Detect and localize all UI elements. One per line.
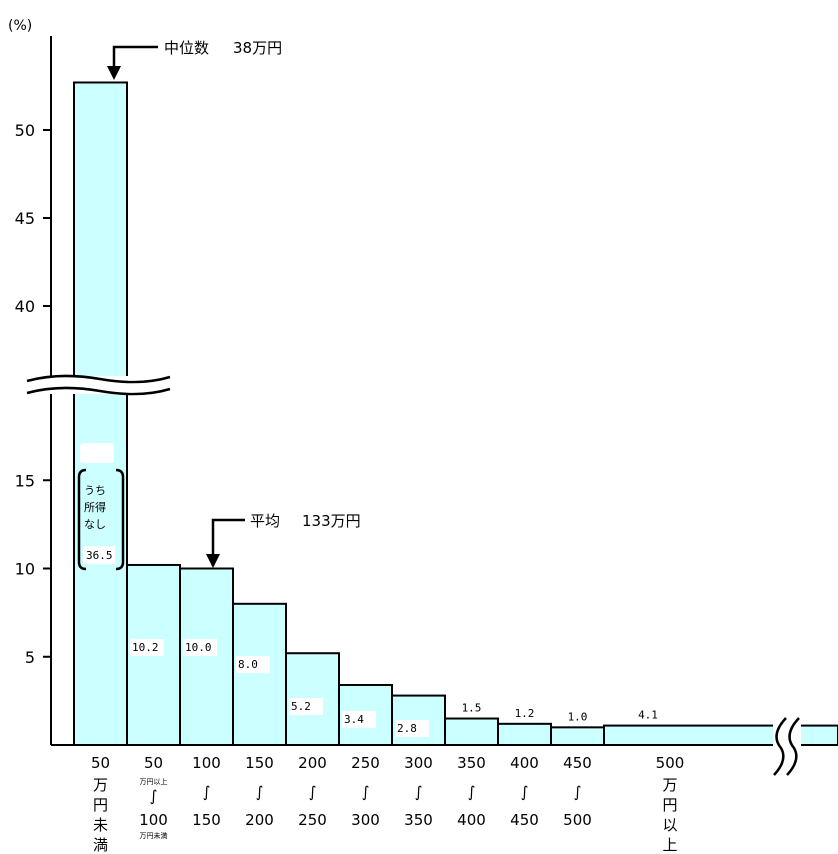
category-bottom: 150 (192, 811, 221, 829)
sub-note-line1: うち (84, 484, 106, 497)
category-label: 350 ∫ 400 (457, 754, 486, 829)
y-tick-label: 40 (15, 297, 35, 316)
y-tick-label: 5 (25, 648, 35, 667)
category-range-mark: ∫ (203, 783, 211, 801)
category-range-mark: ∫ (150, 787, 158, 805)
category-char: 円 (662, 796, 677, 814)
value-label-bg (289, 698, 323, 715)
value-label-bg (342, 711, 376, 728)
category-small-top: 万円以上 (140, 777, 168, 786)
category-range-mark: ∫ (521, 783, 529, 801)
category-bottom: 250 (298, 811, 327, 829)
category-char: 上 (662, 836, 677, 854)
sub-note-line3: なし (84, 518, 106, 531)
unit-label: (%) (8, 18, 32, 34)
category-label: 50 万円未満 (91, 754, 110, 854)
category-bottom: 400 (457, 811, 486, 829)
bar-value-label: 2.8 (397, 722, 417, 735)
category-char: 未 (93, 816, 108, 834)
bar (444, 717, 499, 747)
median-callout: 中位数 38万円 (107, 39, 282, 80)
y-tick-label: 15 (15, 471, 35, 490)
value-label-bg (236, 656, 270, 673)
bar-value-label: 3.4 (344, 713, 364, 726)
category-bottom: 350 (404, 811, 433, 829)
bar (179, 567, 234, 746)
category-label: 100 ∫ 150 (192, 754, 221, 829)
category-char: 円 (93, 796, 108, 814)
category-char: 万 (662, 776, 677, 794)
bar (497, 722, 552, 747)
bar-value-label: 1.2 (515, 707, 535, 720)
bar-value-label: 1.0 (568, 710, 588, 723)
category-range-mark: ∫ (574, 783, 582, 801)
mean-value: 133万円 (302, 512, 361, 530)
category-bottom: 450 (510, 811, 539, 829)
bar (550, 726, 605, 746)
bar-value-label: 10.2 (132, 641, 159, 654)
category-bottom: 300 (351, 811, 380, 829)
sub-note-line2: 所得 (84, 501, 106, 514)
category-labels: 50万円未満50万円以上∫100万円未満100∫150150∫200200∫25… (91, 754, 684, 854)
category-top: 250 (351, 754, 380, 772)
y-tick-label: 10 (15, 560, 35, 579)
category-top: 450 (563, 754, 592, 772)
y-axis-break (25, 374, 175, 396)
category-range-mark: ∫ (415, 783, 423, 801)
bar (73, 81, 128, 747)
category-label: 50 万円以上∫ 100 万円未満 (139, 754, 168, 840)
category-top: 50 (144, 754, 163, 772)
value-label-bg (395, 720, 429, 737)
bar (603, 724, 838, 747)
category-range-mark: ∫ (309, 783, 317, 801)
bar (232, 602, 287, 746)
category-label: 400 ∫ 450 (510, 754, 539, 829)
category-bottom: 200 (245, 811, 274, 829)
category-label: 250 ∫ 300 (351, 754, 380, 829)
category-top: 50 (91, 754, 110, 772)
median-value: 38万円 (233, 39, 282, 57)
category-small-bottom: 万円未満 (140, 831, 168, 840)
y-tick-label: 45 (15, 209, 35, 228)
sub-note-value: 36.5 (86, 549, 113, 562)
value-label-bg (183, 639, 217, 656)
category-range-mark: ∫ (468, 783, 476, 801)
mean-label: 平均 (250, 512, 280, 530)
category-top: 300 (404, 754, 433, 772)
category-label: 150 ∫ 200 (245, 754, 274, 829)
category-char: 万 (93, 776, 108, 794)
category-label: 200 ∫ 250 (298, 754, 327, 829)
category-char: 以 (662, 816, 677, 834)
value-label-bg (130, 639, 164, 656)
y-ticks: 5 10 15 40 45 50 (15, 121, 51, 667)
category-top: 100 (192, 754, 221, 772)
bar-value-label: 1.5 (462, 702, 482, 715)
bar-value-label: 10.0 (185, 641, 212, 654)
category-label: 500 万円以上 (656, 754, 685, 854)
category-range-mark: ∫ (256, 783, 264, 801)
bar-value-label: 5.2 (291, 700, 311, 713)
median-label: 中位数 (164, 39, 209, 57)
category-bottom: 500 (563, 811, 592, 829)
category-top: 150 (245, 754, 274, 772)
y-tick-label: 50 (15, 121, 35, 140)
category-top: 350 (457, 754, 486, 772)
bar-value-label: 8.0 (238, 658, 258, 671)
sub-note: うち 所得 なし 36.5 (77, 443, 125, 571)
category-range-mark: ∫ (362, 783, 370, 801)
category-label: 300 ∫ 350 (404, 754, 433, 829)
category-bottom: 100 (139, 811, 168, 829)
category-char: 満 (93, 836, 108, 854)
category-top: 400 (510, 754, 539, 772)
category-top: 200 (298, 754, 327, 772)
category-top: 500 (656, 754, 685, 772)
category-label: 450 ∫ 500 (563, 754, 592, 829)
x-axis-break (773, 715, 801, 776)
bar-value-label: 4.1 (638, 709, 658, 722)
mean-callout: 平均 133万円 (206, 512, 361, 568)
